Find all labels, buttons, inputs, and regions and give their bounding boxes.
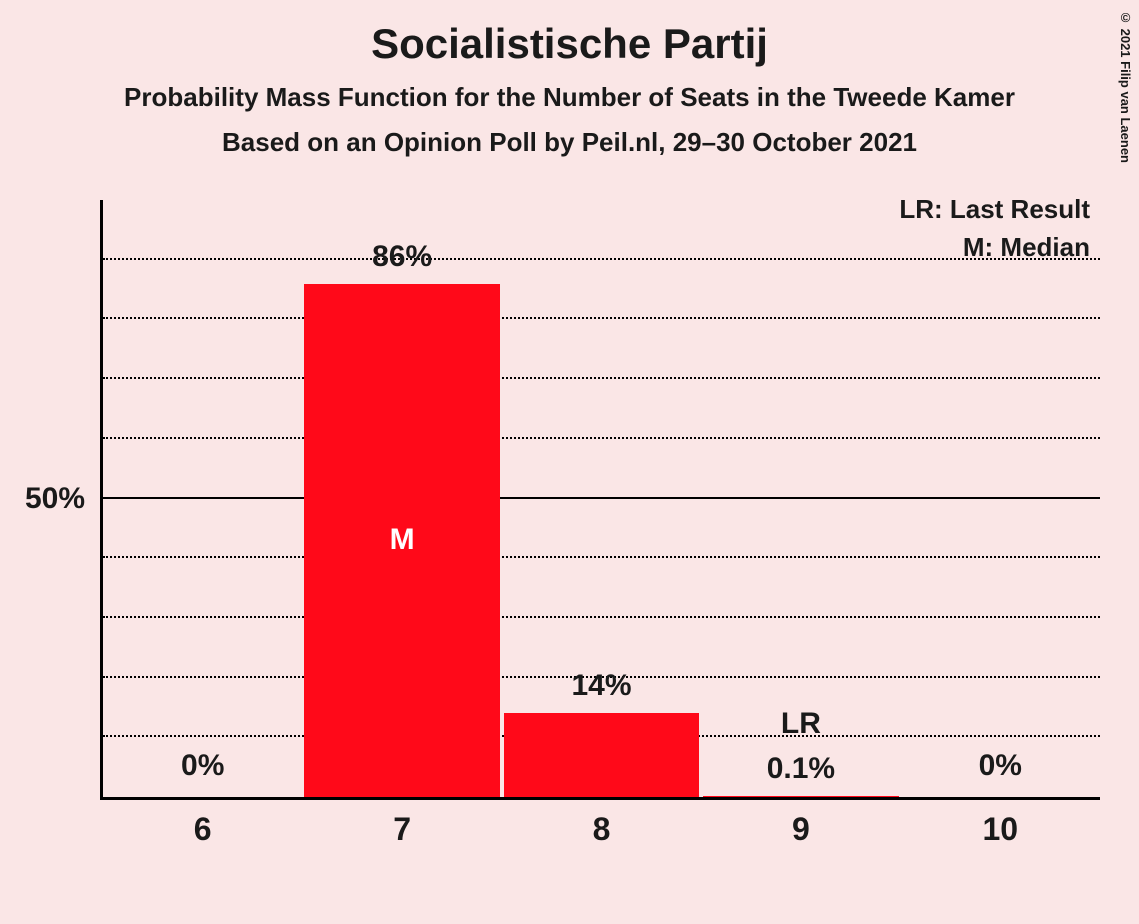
- x-axis-tick: 9: [792, 797, 810, 848]
- plot-area: LR: Last Result M: Median 50%60%786%M814…: [100, 200, 1100, 800]
- gridline-minor: [103, 317, 1100, 319]
- chart-area: LR: Last Result M: Median 50%60%786%M814…: [100, 200, 1100, 860]
- x-axis-tick: 6: [194, 797, 212, 848]
- gridline-major: 50%: [103, 497, 1100, 499]
- gridline-minor: [103, 258, 1100, 260]
- bar-value-label: 0%: [979, 749, 1022, 783]
- bar-value-label: 14%: [571, 669, 631, 713]
- legend-lr: LR: Last Result: [899, 194, 1090, 225]
- bar: 14%: [504, 713, 699, 797]
- chart-subtitle-2: Based on an Opinion Poll by Peil.nl, 29–…: [0, 127, 1139, 158]
- bar: 0.1%: [703, 796, 898, 797]
- x-axis-tick: 10: [983, 797, 1019, 848]
- bar-marker: LR: [781, 707, 821, 741]
- bar-value-label: 0.1%: [767, 752, 835, 796]
- chart-title: Socialistische Partij: [0, 20, 1139, 68]
- y-axis-label: 50%: [25, 482, 103, 516]
- gridline-minor: [103, 556, 1100, 558]
- bar-value-label: 86%: [372, 240, 432, 284]
- x-axis-tick: 7: [393, 797, 411, 848]
- gridline-minor: [103, 616, 1100, 618]
- bar: 86%M: [304, 284, 499, 797]
- bar-value-label: 0%: [181, 749, 224, 783]
- gridline-minor: [103, 437, 1100, 439]
- copyright-text: © 2021 Filip van Laenen: [1118, 10, 1133, 163]
- bar-marker: M: [390, 523, 415, 557]
- x-axis-tick: 8: [593, 797, 611, 848]
- chart-subtitle-1: Probability Mass Function for the Number…: [0, 82, 1139, 113]
- gridline-minor: [103, 377, 1100, 379]
